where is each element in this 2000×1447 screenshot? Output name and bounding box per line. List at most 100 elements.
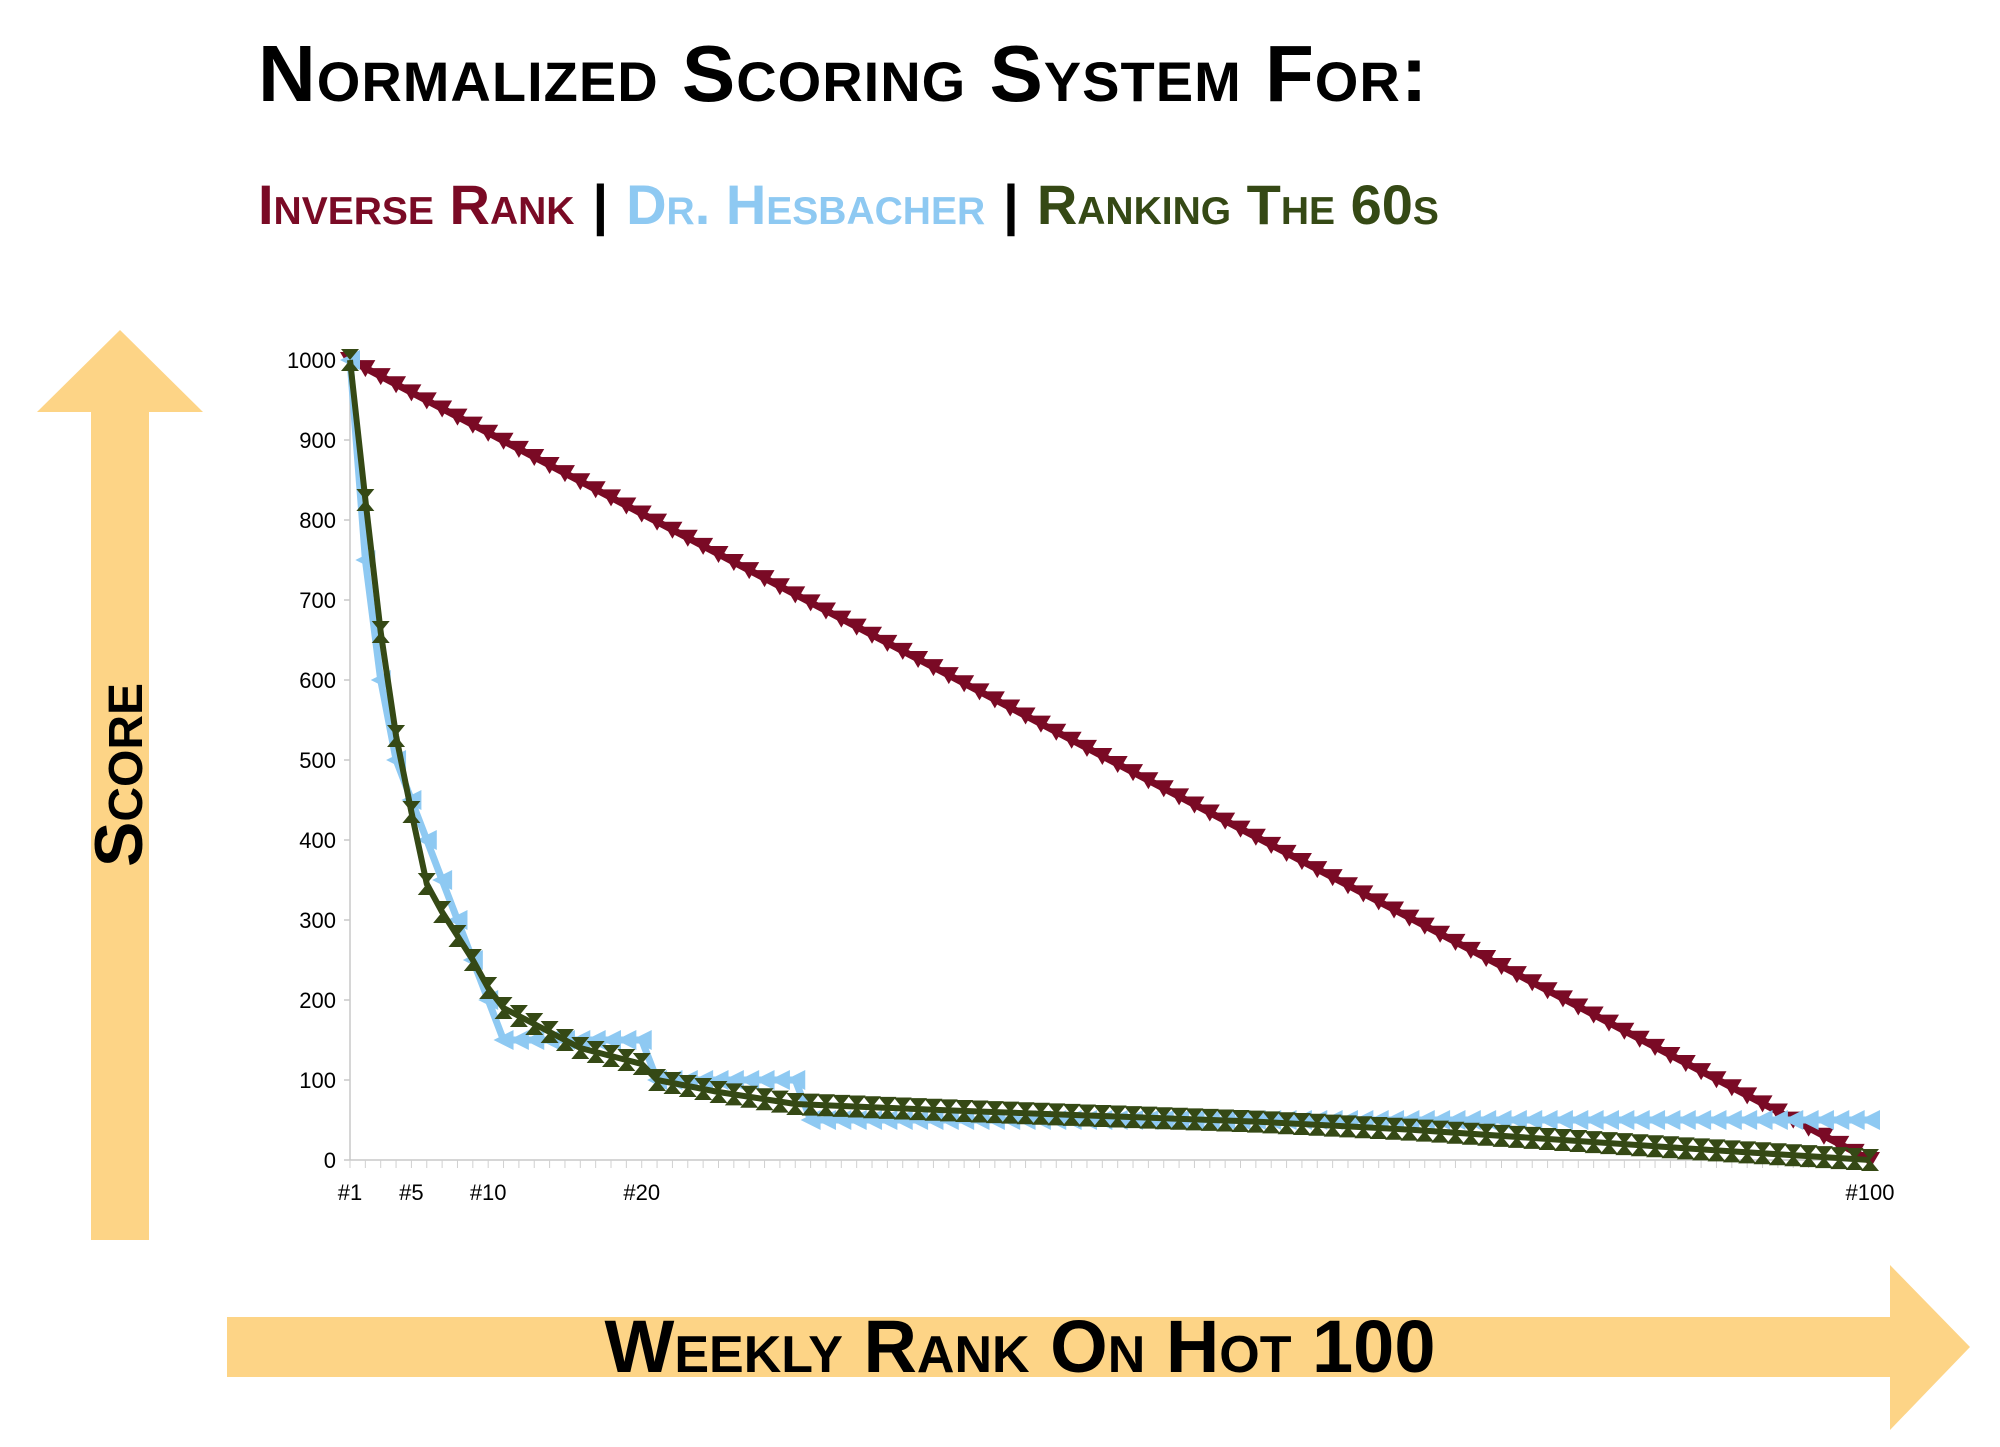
data-point-hesbacher [1706, 1110, 1727, 1130]
data-point-sixties [632, 1053, 651, 1075]
y-arrow-head [37, 330, 203, 412]
data-point-inverse [1153, 780, 1174, 798]
data-point-sixties [1646, 1135, 1665, 1158]
data-point-hesbacher [1813, 1110, 1834, 1130]
data-point-inverse [386, 376, 407, 394]
data-point-inverse [1030, 715, 1051, 733]
data-point-sixties [1308, 1113, 1327, 1136]
y-tick-label: 800 [299, 508, 336, 533]
data-point-inverse [1184, 796, 1205, 814]
data-point-inverse [846, 618, 867, 636]
data-point-hesbacher [1522, 1110, 1543, 1130]
data-point-hesbacher [1752, 1110, 1773, 1130]
data-point-sixties [1185, 1108, 1204, 1131]
data-point-inverse [1276, 844, 1297, 862]
data-point-hesbacher [1598, 1110, 1619, 1130]
data-point-hesbacher [754, 1070, 775, 1090]
data-point-inverse [1291, 853, 1312, 871]
data-point-sixties [740, 1085, 759, 1108]
data-point-inverse [432, 400, 453, 418]
data-point-sixties [863, 1096, 882, 1119]
data-point-hesbacher [416, 830, 437, 850]
data-point-inverse [1199, 804, 1220, 822]
x-arrow-head [1890, 1265, 1970, 1430]
data-point-sixties [1861, 1149, 1879, 1171]
data-point-inverse [1015, 707, 1036, 725]
data-point-sixties [479, 977, 498, 999]
data-point-inverse [416, 392, 437, 410]
data-point-inverse [1598, 1014, 1619, 1032]
data-point-hesbacher [1506, 1110, 1527, 1130]
data-point-inverse [754, 570, 775, 588]
y-tick-label: 0 [324, 1148, 336, 1173]
data-point-inverse [831, 610, 852, 628]
data-point-sixties [371, 621, 390, 643]
data-point-sixties [1369, 1117, 1388, 1139]
x-tick-label: #10 [470, 1180, 507, 1205]
data-point-inverse [1583, 1006, 1604, 1024]
data-point-inverse [1737, 1087, 1758, 1105]
data-point-inverse [1046, 723, 1067, 741]
data-point-sixties [1768, 1143, 1787, 1166]
data-point-sixties [801, 1093, 820, 1116]
y-axis-arrow: Score [37, 330, 203, 1240]
data-point-sixties [770, 1090, 789, 1113]
data-point-sixties [1845, 1148, 1864, 1171]
data-point-inverse [1322, 869, 1343, 887]
data-point-hesbacher [1691, 1110, 1712, 1130]
data-point-sixties [1830, 1147, 1849, 1170]
legend-separator: | [1003, 173, 1019, 236]
y-axis-label: Score [81, 683, 157, 867]
data-point-sixties [1016, 1102, 1035, 1125]
data-point-inverse [877, 634, 898, 652]
data-point-inverse [1337, 877, 1358, 895]
data-point-inverse [1721, 1079, 1742, 1097]
data-point-hesbacher [1568, 1110, 1589, 1130]
data-point-inverse [647, 513, 668, 531]
data-point-sixties [555, 1029, 574, 1051]
data-point-sixties [1277, 1112, 1296, 1135]
data-point-sixties [755, 1088, 774, 1111]
data-point-sixties [387, 725, 406, 747]
data-point-inverse [493, 432, 514, 450]
data-point-inverse [1445, 933, 1466, 951]
data-point-inverse [1076, 739, 1097, 757]
data-point-inverse [984, 691, 1005, 709]
data-point-sixties [1814, 1146, 1833, 1169]
y-tick-label: 100 [299, 1068, 336, 1093]
y-arrow-shaft [91, 410, 149, 1240]
y-tick-label: 600 [299, 668, 336, 693]
data-point-inverse [1460, 941, 1481, 959]
data-point-sixties [1415, 1119, 1434, 1142]
data-point-sixties [1676, 1137, 1695, 1160]
data-point-inverse [585, 481, 606, 499]
data-point-inverse [954, 675, 975, 693]
data-point-inverse [1491, 958, 1512, 976]
data-point-sixties [1784, 1144, 1803, 1167]
data-point-hesbacher [1721, 1110, 1742, 1130]
data-point-sixties [341, 349, 359, 371]
data-point-inverse [908, 650, 929, 668]
data-point-sixties [417, 873, 436, 895]
data-point-inverse [1430, 925, 1451, 943]
data-point-inverse [1261, 836, 1282, 854]
data-point-sixties [1001, 1101, 1020, 1124]
data-point-inverse [677, 529, 698, 547]
data-point-inverse [355, 360, 376, 378]
data-point-inverse [969, 683, 990, 701]
data-point-inverse [1215, 812, 1236, 830]
data-point-inverse [1752, 1095, 1773, 1113]
data-point-inverse [1138, 772, 1159, 790]
data-point-hesbacher [631, 1030, 652, 1050]
data-point-inverse [1537, 982, 1558, 1000]
data-point-sixties [1538, 1127, 1557, 1150]
data-point-sixties [1492, 1124, 1511, 1147]
data-point-inverse [1123, 764, 1144, 782]
data-point-inverse [1767, 1103, 1788, 1121]
data-point-inverse [1061, 731, 1082, 749]
data-point-inverse [1645, 1038, 1666, 1056]
data-point-sixties [1599, 1132, 1618, 1155]
data-point-inverse [570, 473, 591, 491]
data-point-inverse [1660, 1046, 1681, 1064]
data-point-sixties [1093, 1105, 1112, 1127]
